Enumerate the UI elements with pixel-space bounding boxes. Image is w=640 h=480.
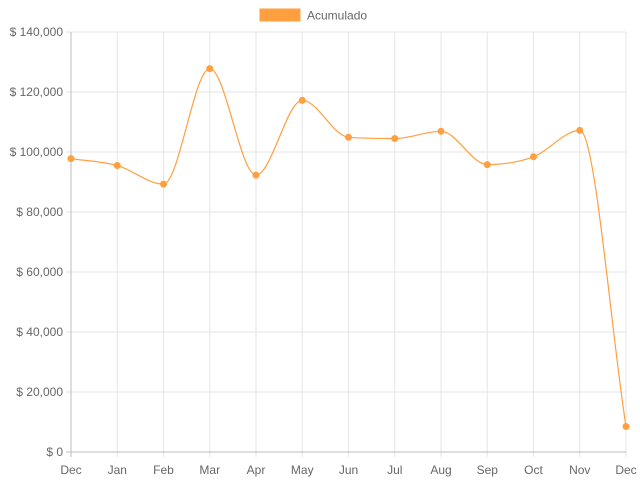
data-point[interactable] xyxy=(437,127,445,135)
y-tick-label: $ 120,000 xyxy=(10,85,64,99)
legend[interactable]: Acumulado xyxy=(259,8,367,23)
x-tick-label: Jun xyxy=(339,463,358,477)
y-tick-label: $ 20,000 xyxy=(16,385,63,399)
x-tick-label: May xyxy=(291,463,314,477)
data-point[interactable] xyxy=(622,423,630,430)
data-point[interactable] xyxy=(298,96,306,104)
data-point[interactable] xyxy=(67,155,75,163)
data-point[interactable] xyxy=(113,162,121,169)
data-point[interactable] xyxy=(345,133,352,141)
data-point[interactable] xyxy=(391,135,399,142)
x-tick-label: Nov xyxy=(569,463,590,477)
data-point[interactable] xyxy=(252,171,260,179)
y-tick-label: $ 60,000 xyxy=(16,265,63,279)
x-tick-label: Jan xyxy=(108,463,127,477)
data-point[interactable] xyxy=(483,161,491,169)
y-tick-label: $ 40,000 xyxy=(16,325,63,339)
legend-label-acumulado[interactable]: Acumulado xyxy=(307,9,367,23)
x-tick-label: Oct xyxy=(524,463,543,477)
x-tick-label: Dec xyxy=(60,463,81,477)
x-gridlines xyxy=(116,32,627,457)
x-axis-tick-labels: Dec Jan Feb Mar Apr May Jun Jul Aug Sep Oct Nov Dec xyxy=(60,463,636,477)
y-axis-tick-labels: $ 0 $ 20,000 $ 40,000 $ 60,000 $ 80,000 $ 100… xyxy=(10,25,64,459)
y-tick-label: $ 0 xyxy=(46,445,63,459)
x-tick-label: Mar xyxy=(199,463,220,477)
x-tick-label: Dec xyxy=(615,463,636,477)
y-tick-label: $ 100,000 xyxy=(10,145,64,159)
legend-swatch[interactable] xyxy=(259,8,301,22)
x-tick-label: Jul xyxy=(387,463,402,477)
x-tick-label: Aug xyxy=(430,463,451,477)
y-tick-label: $ 80,000 xyxy=(16,205,63,219)
x-tick-label: Sep xyxy=(477,463,499,477)
x-tick-label: Apr xyxy=(247,463,266,477)
data-point[interactable] xyxy=(160,180,167,188)
data-point[interactable] xyxy=(530,153,537,161)
x-tick-label: Feb xyxy=(153,463,174,477)
series-points-acumulado xyxy=(67,65,630,430)
y-gridlines xyxy=(66,31,626,393)
axes xyxy=(66,32,626,457)
y-tick-label: $ 140,000 xyxy=(10,25,64,39)
data-point[interactable] xyxy=(576,126,584,134)
data-point[interactable] xyxy=(206,65,214,73)
